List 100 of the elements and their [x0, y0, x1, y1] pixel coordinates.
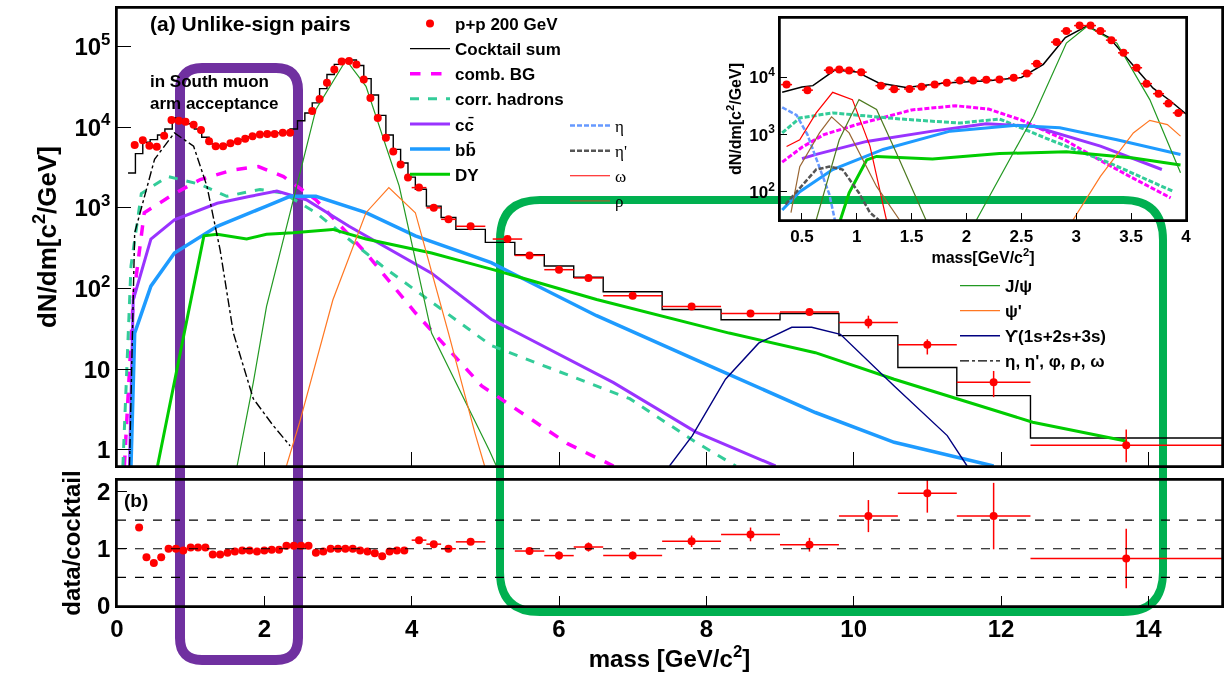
point: [322, 78, 331, 87]
legend-label: ω: [615, 167, 627, 187]
point: [211, 142, 220, 151]
point: [864, 318, 873, 327]
point: [356, 546, 365, 555]
point: [270, 130, 279, 139]
point: [1122, 441, 1131, 450]
y-tick-label: 10$^{3}$: [749, 122, 776, 145]
point: [149, 559, 158, 568]
point: [381, 133, 390, 142]
legend-label: η: [615, 117, 624, 137]
point: [803, 86, 812, 95]
line-series: [785, 91, 888, 220]
point: [208, 550, 217, 559]
point: [252, 547, 261, 556]
point: [311, 548, 320, 557]
annotation: (a) Unlike-sign pairs: [150, 12, 351, 35]
point: [1119, 48, 1128, 57]
point: [267, 545, 276, 554]
point: [308, 106, 317, 115]
line-series: [285, 187, 486, 466]
point: [315, 95, 324, 104]
point: [275, 545, 284, 554]
x-tick-label: 1: [852, 227, 862, 247]
point: [923, 489, 932, 498]
legend-label: bb̄: [455, 140, 476, 160]
point: [289, 541, 298, 550]
x-tick-label: 4: [1181, 227, 1192, 247]
x-tick-label: 8: [699, 614, 714, 642]
point: [923, 340, 932, 349]
line-series: [780, 106, 837, 220]
y-tick-label: 1: [97, 436, 111, 464]
point: [1132, 63, 1141, 72]
x-tick-label: 14: [1134, 614, 1163, 642]
annotation: (b): [124, 490, 149, 511]
point: [255, 130, 264, 139]
point: [359, 75, 368, 84]
legend-label: η': [615, 142, 627, 162]
point: [319, 547, 328, 556]
point: [223, 548, 232, 557]
point: [152, 142, 161, 151]
point: [1122, 554, 1131, 563]
legend-label: p+p 200 GeV: [455, 15, 559, 35]
x-tick-label: 0.5: [790, 227, 814, 247]
x-tick-label: 3: [1071, 227, 1081, 247]
point: [415, 183, 424, 192]
point: [304, 541, 313, 550]
point: [205, 137, 214, 146]
point: [341, 544, 350, 553]
point: [157, 553, 166, 562]
point: [230, 547, 239, 556]
legend-label: η, η', φ, ρ, ω: [1005, 352, 1105, 372]
x-tick-label: 12: [987, 614, 1015, 642]
line-series: [668, 326, 968, 466]
y-tick-label: 10$^{5}$: [74, 29, 111, 60]
x-tick-label: 3.5: [1119, 227, 1143, 247]
y-tick-label: 10$^{4}$: [74, 110, 112, 141]
point: [415, 536, 424, 545]
point: [389, 147, 398, 156]
line-series: [784, 165, 881, 220]
point: [805, 308, 814, 317]
point: [429, 540, 438, 549]
point: [584, 273, 593, 282]
legend-label: ψ': [1005, 302, 1022, 322]
point: [135, 523, 144, 532]
point: [160, 131, 169, 140]
point: [746, 530, 755, 539]
point: [196, 126, 205, 135]
legend-label: Cocktail sum: [455, 40, 561, 60]
y-tick-label: 10: [83, 355, 111, 383]
point: [233, 137, 242, 146]
line-series: [122, 164, 616, 466]
point: [1107, 36, 1116, 45]
point: [1032, 59, 1041, 68]
point: [174, 116, 183, 125]
point: [1096, 27, 1105, 36]
point: [1174, 108, 1183, 117]
x-tick-label: 4: [404, 614, 419, 642]
point: [286, 128, 295, 137]
point: [366, 93, 375, 102]
x-tick-label: 10: [840, 614, 868, 642]
point: [805, 540, 814, 549]
point: [164, 544, 173, 553]
x-tick-label: 2: [257, 614, 272, 642]
point: [238, 546, 247, 555]
point: [378, 552, 387, 561]
y-tick-label: 1: [97, 535, 111, 563]
point: [167, 115, 176, 124]
point: [1062, 27, 1071, 36]
line-series: [815, 99, 927, 220]
point: [263, 130, 272, 139]
point: [1009, 73, 1018, 82]
point: [345, 57, 354, 66]
point: [278, 128, 287, 137]
y-tick-label: 10$^{2}$: [74, 271, 111, 302]
point: [130, 141, 139, 150]
point: [503, 235, 512, 244]
legend-label: cc̄: [455, 115, 475, 135]
x-tick-label: 6: [552, 614, 566, 642]
y-tick-label: 2: [97, 477, 111, 505]
